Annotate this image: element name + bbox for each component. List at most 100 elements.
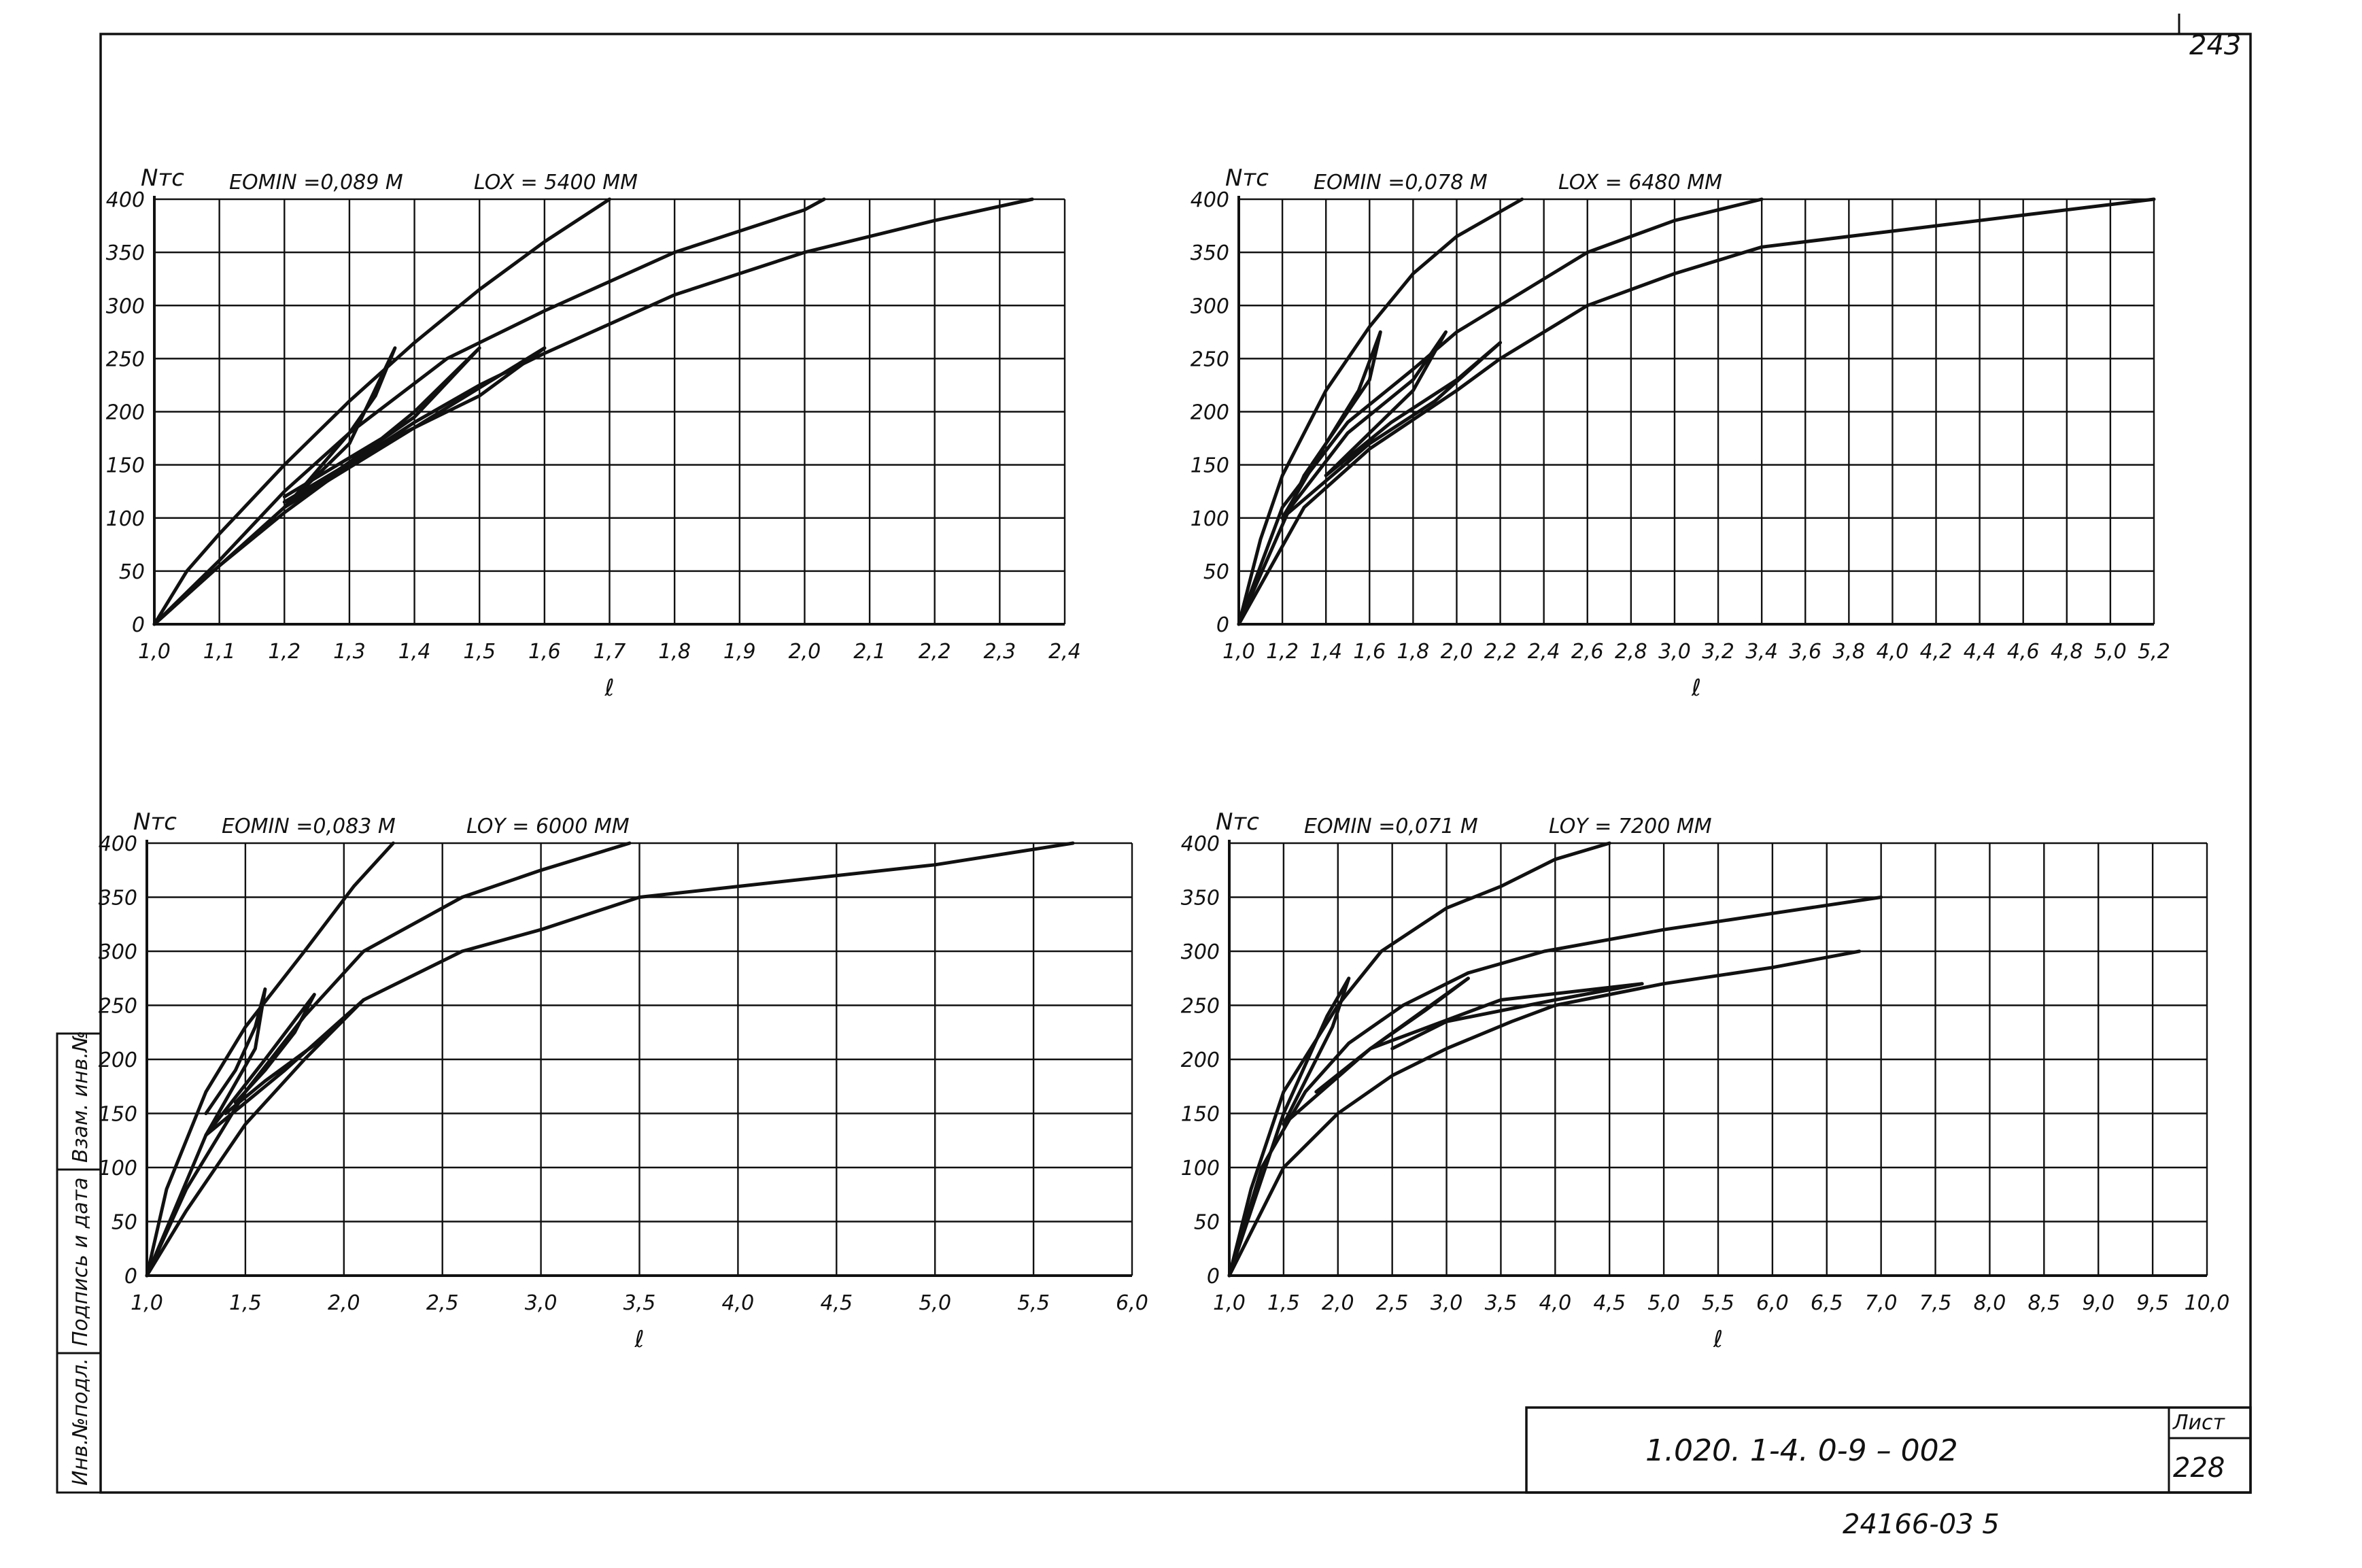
document-code: 1.020. 1-4. 0-9 – 002 [1645, 1433, 1958, 1468]
x-tick-label: 2,5 [426, 1291, 459, 1315]
y-axis-label: Nтс [1225, 165, 1269, 192]
chart-panel-top-left: 1,0 1,1 1,2 1,3 1,4 1,5 1,6 1,7 1,8 1,9 2,0 2,1 2,2 2… [106, 165, 1081, 702]
y-tick-label: 100 [99, 1157, 137, 1180]
x-tick-label: 3,2 [1702, 640, 1734, 664]
side-stamp-replacement: Взам. инв.№ [69, 1031, 92, 1163]
y-tick-label: 250 [1191, 347, 1229, 371]
x-tick-label: 2,0 [1322, 1291, 1354, 1315]
x-tick-label: 5,0 [919, 1291, 951, 1315]
series-line-2 [145, 841, 632, 1278]
series-line-2 [1227, 896, 1883, 1278]
grid [1228, 842, 2208, 1277]
chart-header-eccentricity: EOMIN =0,083 M [222, 815, 396, 838]
chart-header-length: LOY = 7200 MM [1549, 815, 1712, 838]
y-tick-label: 300 [99, 940, 137, 964]
x-tick-label: 4,8 [2051, 640, 2083, 664]
y-tick-label: 350 [99, 887, 137, 910]
x-tick-label: 8,0 [1974, 1291, 2006, 1315]
title-block: 1.020. 1-4. 0-9 – 002 Лист 228 [1525, 1406, 2252, 1494]
series-line-1 [152, 197, 611, 626]
x-tick-label: 2,5 [1376, 1291, 1409, 1315]
chart-header-eccentricity: EOMIN =0,089 M [229, 171, 403, 194]
chart-header-eccentricity: EOMIN =0,071 M [1304, 815, 1478, 838]
y-axis-label: Nтс [133, 808, 177, 836]
x-tick-label: 1,8 [1397, 640, 1430, 664]
y-tick-label: 0 [1216, 613, 1229, 637]
y-tick-label: 250 [106, 347, 145, 371]
series-line-3 [1237, 197, 2156, 626]
chart-header-length: LOY = 6000 MM [466, 815, 630, 838]
y-tick-label: 150 [99, 1103, 137, 1127]
x-tick-label: 1,0 [138, 640, 171, 664]
series-line-3 [1227, 949, 1862, 1278]
y-tick-label: 50 [1194, 1211, 1220, 1235]
x-tick-label: 5,5 [1017, 1291, 1050, 1315]
y-tick-label: 350 [1191, 241, 1229, 265]
y-tick-label: 200 [99, 1049, 137, 1072]
x-tick-label: 2,0 [789, 640, 821, 664]
y-tick-label: 150 [1191, 454, 1229, 478]
y-tick-label: 300 [1181, 940, 1220, 964]
x-tick-label: 1,2 [268, 640, 301, 664]
x-tick-label: 1,3 [333, 640, 366, 664]
series-line-5 [1280, 330, 1448, 520]
x-tick-label: 2,3 [983, 640, 1016, 664]
x-tick-label: 9,5 [2136, 1291, 2169, 1315]
x-tick-label: 6,0 [1756, 1291, 1789, 1315]
series-line-5 [282, 346, 481, 509]
x-tick-label: 1,5 [1267, 1291, 1300, 1315]
side-stamp-inventory: Инв.№подл. [69, 1358, 92, 1486]
series-line-6 [1369, 982, 1644, 1051]
y-tick-label: 400 [1191, 188, 1229, 212]
y-tick-label: 150 [106, 454, 145, 478]
x-tick-label: 1,0 [131, 1291, 163, 1315]
series-line-4 [152, 346, 397, 626]
x-tick-label: 1,0 [1222, 640, 1255, 664]
y-tick-label: 400 [106, 188, 145, 212]
series-line-1 [145, 841, 395, 1278]
y-tick-label: 400 [1181, 832, 1220, 856]
x-tick-label: 2,1 [853, 640, 886, 664]
x-tick-label: 4,2 [1920, 640, 1953, 664]
x-tick-label: 1,7 [594, 640, 626, 664]
sheet-number: 228 [2173, 1452, 2225, 1484]
chart-panel-bottom-right: 1,0 1,5 2,0 2,5 3,0 3,5 4,0 4,5 5,0 5,5 6,0 6,5 7,0 7… [1181, 808, 2230, 1353]
y-tick-label: 400 [99, 832, 137, 856]
y-tick-label: 100 [106, 507, 145, 531]
series-line-3 [145, 841, 1075, 1278]
x-tick-label: 3,5 [623, 1291, 656, 1315]
x-tick-label: 4,5 [820, 1291, 853, 1315]
series-line-1 [1237, 197, 1524, 626]
x-tick-label: 1,2 [1266, 640, 1299, 664]
x-tick-label: 5,2 [2138, 640, 2170, 664]
x-tick-label: 2,0 [328, 1291, 360, 1315]
x-tick-label: 1,5 [229, 1291, 262, 1315]
series-line-4 [1237, 330, 1382, 626]
series-line-2 [152, 197, 826, 626]
y-tick-label: 200 [1191, 401, 1229, 425]
series-line-3 [152, 197, 1034, 626]
series-line-5 [1282, 976, 1470, 1126]
x-tick-label: 1,5 [463, 640, 496, 664]
y-tick-label: 50 [112, 1211, 137, 1235]
series-line-4 [1227, 976, 1351, 1278]
x-tick-label: 4,5 [1593, 1291, 1626, 1315]
x-tick-label: 5,5 [1702, 1291, 1734, 1315]
x-tick-label: 2,2 [919, 640, 951, 664]
sheet-label: Лист [2172, 1411, 2226, 1435]
x-tick-label: 5,0 [2094, 640, 2127, 664]
x-axis-label: ℓ [1713, 1326, 1723, 1353]
x-tick-label: 2,6 [1571, 640, 1604, 664]
side-stamp-frame [56, 1032, 102, 1494]
y-tick-label: 200 [1181, 1049, 1220, 1072]
x-tick-label: 2,2 [1484, 640, 1517, 664]
x-tick-label: 7,0 [1865, 1291, 1898, 1315]
x-tick-label: 6,5 [1811, 1291, 1843, 1315]
x-tick-label: 1,4 [1310, 640, 1342, 664]
y-tick-label: 350 [1181, 887, 1220, 910]
x-tick-label: 5,0 [1647, 1291, 1680, 1315]
x-tick-label: 3,6 [1789, 640, 1821, 664]
y-tick-label: 0 [132, 613, 145, 637]
x-tick-label: 9,0 [2082, 1291, 2115, 1315]
x-tick-label: 3,5 [1485, 1291, 1518, 1315]
